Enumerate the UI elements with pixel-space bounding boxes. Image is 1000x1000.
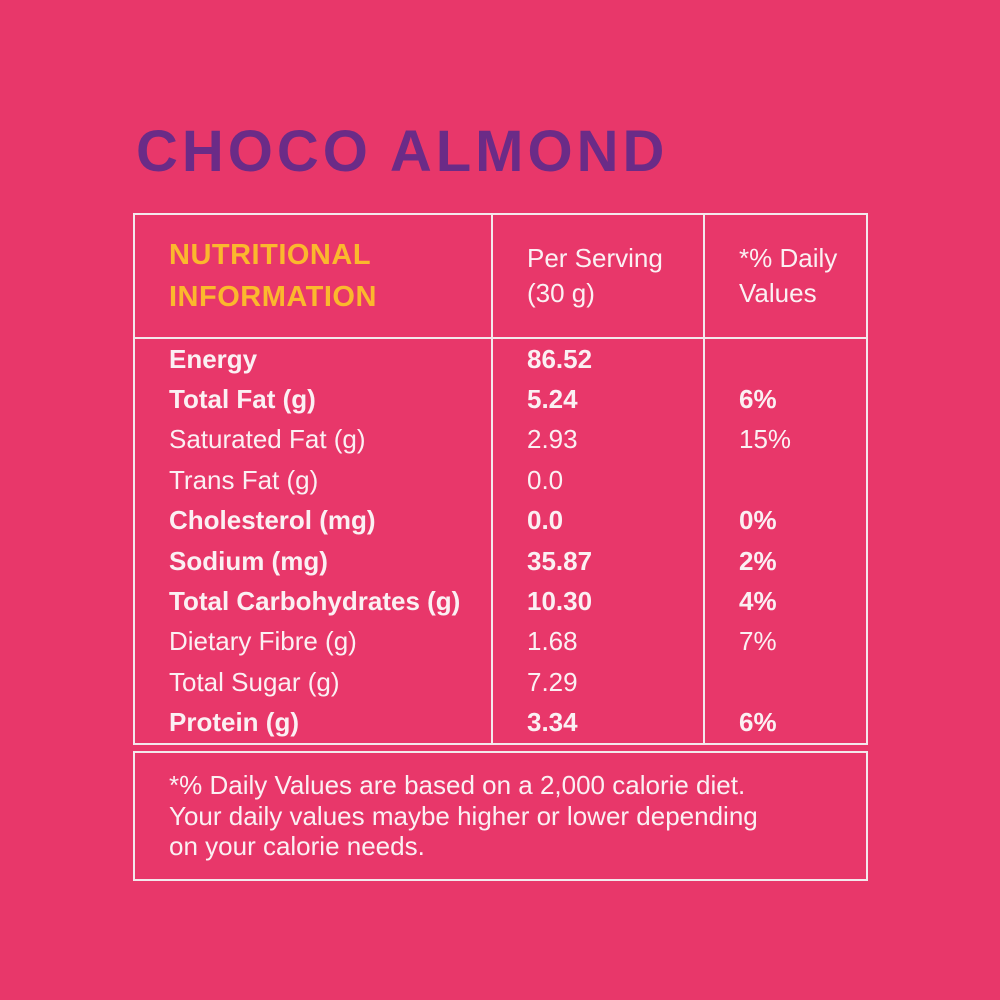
table-header-row: NUTRITIONAL INFORMATION Per Serving (30 … [135, 215, 866, 339]
row-daily-value [705, 339, 866, 379]
table-row-cholesterol: Cholesterol (mg) 0.0 0% [135, 500, 866, 541]
row-daily-value: 15% [739, 424, 792, 455]
nutrition-table: NUTRITIONAL INFORMATION Per Serving (30 … [133, 213, 868, 745]
table-row-trans-fat: Trans Fat (g) 0.0 [135, 460, 866, 501]
row-label: Cholesterol (mg) [135, 500, 493, 541]
header-per-serving: Per Serving (30 g) [493, 215, 705, 337]
table-row-total-carbohydrates: Total Carbohydrates (g) 10.30 4% [135, 581, 866, 622]
row-value: 35.87 [493, 540, 705, 582]
table-row-total-sugar: Total Sugar (g) 7.29 [135, 662, 866, 703]
row-value: 0.0 [493, 460, 705, 501]
table-row-total-fat: Total Fat (g) 5.24 6% [135, 379, 866, 420]
daily-values-footnote: *% Daily Values are based on a 2,000 cal… [169, 770, 758, 862]
row-value: 2.93 [493, 419, 705, 461]
header-nutritional-information: NUTRITIONAL INFORMATION [135, 215, 493, 337]
row-value: 5.24 [493, 379, 705, 420]
row-label: Dietary Fibre (g) [135, 621, 493, 663]
daily-values-footnote-box: *% Daily Values are based on a 2,000 cal… [133, 751, 868, 881]
table-row-energy: Energy 86.52 [135, 339, 866, 380]
table-row-sodium: Sodium (mg) 35.87 2% [135, 540, 866, 582]
row-label: Total Fat (g) [135, 379, 493, 420]
row-value: 10.30 [493, 581, 705, 622]
row-label: Energy [135, 339, 493, 380]
row-value: 7.29 [493, 662, 705, 703]
row-daily-value: 0% [739, 505, 777, 536]
header-daily-values: *% Daily Values [739, 243, 838, 308]
row-daily-value: 2% [739, 545, 777, 576]
row-daily-value: 4% [739, 586, 777, 617]
row-value: 86.52 [493, 339, 705, 380]
row-label: Protein (g) [135, 702, 493, 743]
table-row-saturated-fat: Saturated Fat (g) 2.93 15% [135, 419, 866, 461]
row-daily-value: 6% [739, 384, 777, 415]
row-value: 1.68 [493, 621, 705, 663]
row-label: Total Carbohydrates (g) [135, 581, 493, 622]
row-daily-value: 6% [739, 707, 777, 738]
table-row-dietary-fibre: Dietary Fibre (g) 1.68 7% [135, 621, 866, 663]
row-daily-value [705, 662, 866, 702]
table-row-protein: Protein (g) 3.34 6% [135, 702, 866, 743]
row-daily-value [705, 460, 866, 500]
row-daily-value: 7% [739, 626, 777, 657]
product-title: CHOCO ALMOND [136, 119, 669, 184]
row-label: Total Sugar (g) [135, 662, 493, 703]
row-value: 3.34 [493, 702, 705, 743]
row-label: Saturated Fat (g) [135, 419, 493, 461]
row-label: Trans Fat (g) [135, 460, 493, 501]
row-label: Sodium (mg) [135, 540, 493, 582]
row-value: 0.0 [493, 500, 705, 541]
